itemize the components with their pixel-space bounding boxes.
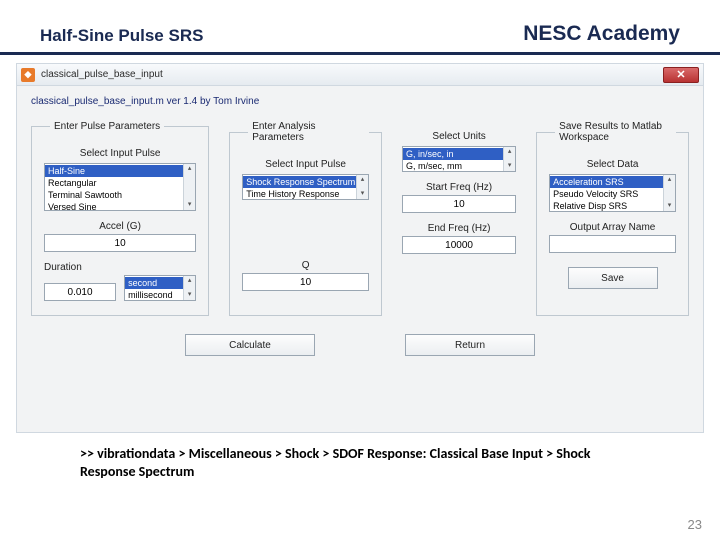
list-item[interactable]: Terminal Sawtooth bbox=[45, 189, 183, 201]
list-item[interactable]: G, m/sec, mm bbox=[403, 160, 503, 172]
duration-input[interactable] bbox=[44, 283, 116, 301]
units-panel: Select Units G, in/sec, in G, m/sec, mm … bbox=[402, 121, 516, 316]
app-window: ◆ classical_pulse_base_input ✕ classical… bbox=[16, 63, 704, 433]
output-array-input[interactable] bbox=[549, 235, 676, 253]
pulse-select-label: Select Input Pulse bbox=[44, 148, 196, 159]
scrollbar[interactable]: ▴▾ bbox=[356, 175, 368, 199]
list-item[interactable]: Relative Disp SRS bbox=[550, 200, 663, 212]
breadcrumb: >> vibrationdata > Miscellaneous > Shock… bbox=[0, 433, 720, 481]
list-item[interactable]: Half-Sine bbox=[45, 165, 183, 177]
analysis-select-label: Select Input Pulse bbox=[242, 159, 369, 170]
close-button[interactable]: ✕ bbox=[663, 67, 699, 83]
scrollbar[interactable]: ▴▾ bbox=[183, 164, 195, 210]
return-button[interactable]: Return bbox=[405, 334, 535, 356]
slide-title: Half-Sine Pulse SRS bbox=[40, 26, 203, 46]
scrollbar[interactable]: ▴▾ bbox=[663, 175, 675, 211]
list-item[interactable]: G, in/sec, in bbox=[403, 148, 503, 160]
units-select-label: Select Units bbox=[402, 131, 516, 142]
page-number: 23 bbox=[688, 517, 702, 532]
pulse-listbox[interactable]: Half-Sine Rectangular Terminal Sawtooth … bbox=[44, 163, 196, 211]
list-item[interactable]: Rectangular bbox=[45, 177, 183, 189]
accel-input[interactable] bbox=[44, 234, 196, 252]
list-item[interactable]: Versed Sine bbox=[45, 201, 183, 211]
list-item[interactable]: Shock Response Spectrum bbox=[243, 176, 356, 188]
list-item[interactable]: millisecond bbox=[125, 289, 183, 301]
pulse-legend: Enter Pulse Parameters bbox=[50, 121, 164, 132]
units-listbox[interactable]: G, in/sec, in G, m/sec, mm ▴▾ bbox=[402, 146, 516, 172]
slide-brand: NESC Academy bbox=[523, 22, 680, 46]
window-title: classical_pulse_base_input bbox=[41, 69, 663, 80]
save-select-label: Select Data bbox=[549, 159, 676, 170]
start-freq-input[interactable] bbox=[402, 195, 516, 213]
q-input[interactable] bbox=[242, 273, 369, 291]
end-freq-label: End Freq (Hz) bbox=[402, 223, 516, 234]
save-panel: Save Results to Matlab Workspace Select … bbox=[536, 121, 689, 316]
accel-label: Accel (G) bbox=[44, 221, 196, 232]
list-item[interactable]: Time History Response bbox=[243, 188, 356, 200]
list-item[interactable]: Pseudo Velocity SRS bbox=[550, 188, 663, 200]
analysis-panel: Enter Analysis Parameters Select Input P… bbox=[229, 121, 382, 316]
start-freq-label: Start Freq (Hz) bbox=[402, 182, 516, 193]
data-listbox[interactable]: Acceleration SRS Pseudo Velocity SRS Rel… bbox=[549, 174, 676, 212]
scrollbar[interactable]: ▴▾ bbox=[183, 276, 195, 300]
analysis-legend: Enter Analysis Parameters bbox=[248, 121, 369, 143]
end-freq-input[interactable] bbox=[402, 236, 516, 254]
matlab-icon: ◆ bbox=[21, 68, 35, 82]
duration-units-listbox[interactable]: second millisecond ▴▾ bbox=[124, 275, 196, 301]
analysis-listbox[interactable]: Shock Response Spectrum Time History Res… bbox=[242, 174, 369, 200]
calculate-button[interactable]: Calculate bbox=[185, 334, 315, 356]
duration-label: Duration bbox=[44, 262, 196, 273]
save-legend: Save Results to Matlab Workspace bbox=[555, 121, 676, 143]
q-label: Q bbox=[242, 260, 369, 271]
pulse-panel: Enter Pulse Parameters Select Input Puls… bbox=[31, 121, 209, 316]
window-caption: classical_pulse_base_input.m ver 1.4 by … bbox=[31, 96, 689, 107]
save-button[interactable]: Save bbox=[568, 267, 658, 289]
output-array-label: Output Array Name bbox=[549, 222, 676, 233]
scrollbar[interactable]: ▴▾ bbox=[503, 147, 515, 171]
list-item[interactable]: second bbox=[125, 277, 183, 289]
list-item[interactable]: Acceleration SRS bbox=[550, 176, 663, 188]
titlebar: ◆ classical_pulse_base_input ✕ bbox=[17, 64, 703, 86]
